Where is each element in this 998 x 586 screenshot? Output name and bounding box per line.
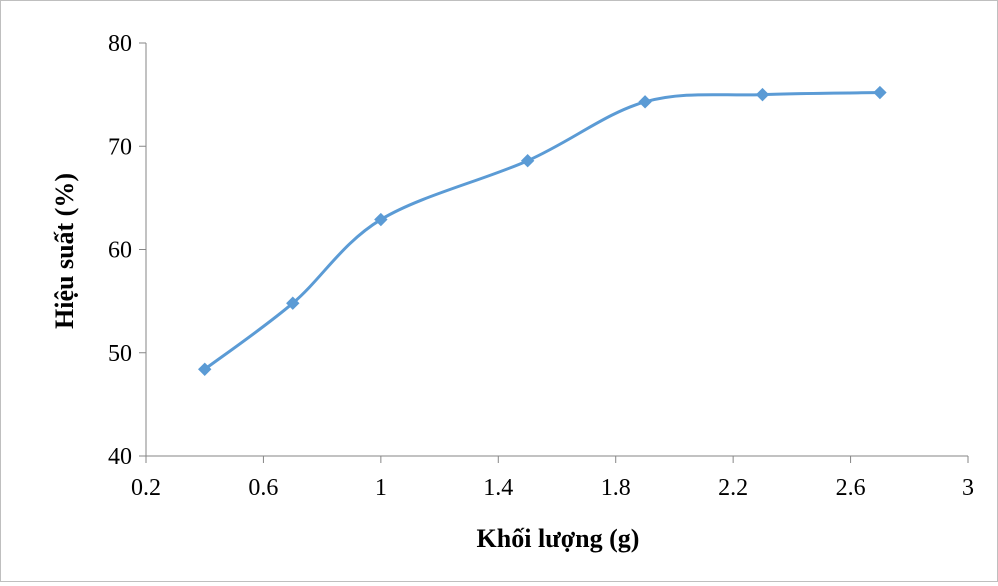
y-tick-label: 50 [108, 341, 132, 367]
data-point-marker [374, 212, 388, 227]
data-point-marker [638, 95, 652, 109]
data-point-marker [755, 87, 770, 102]
x-tick-label: 0.6 [248, 475, 278, 501]
x-tick-label: 1 [375, 475, 387, 501]
x-tick-label: 1.4 [483, 475, 513, 501]
y-tick-label: 70 [108, 134, 132, 160]
axes [139, 42, 969, 463]
x-tick-label: 1.8 [601, 475, 631, 501]
x-tick-label: 3 [962, 475, 974, 501]
x-tick-label: 0.2 [131, 475, 161, 501]
x-axis-title: Khối lượng (g) [477, 524, 640, 553]
series-group [198, 85, 887, 376]
tick-labels: 40 50 60 70 80 0.2 0.6 1 1.4 1.8 2.2 2.6 3 [108, 31, 974, 501]
y-tick-label: 40 [108, 444, 132, 470]
x-tick-label: 2.6 [836, 475, 866, 501]
data-point-marker [520, 153, 535, 168]
y-tick-label: 60 [108, 238, 132, 264]
y-tick-label: 80 [108, 31, 132, 57]
data-point-marker [873, 85, 887, 100]
series-line [203, 91, 880, 371]
y-axis-title: Hiệu suất (%) [50, 173, 79, 329]
data-point-marker [198, 362, 212, 376]
x-tick-label: 2.2 [718, 475, 748, 501]
data-point-marker [286, 296, 300, 310]
